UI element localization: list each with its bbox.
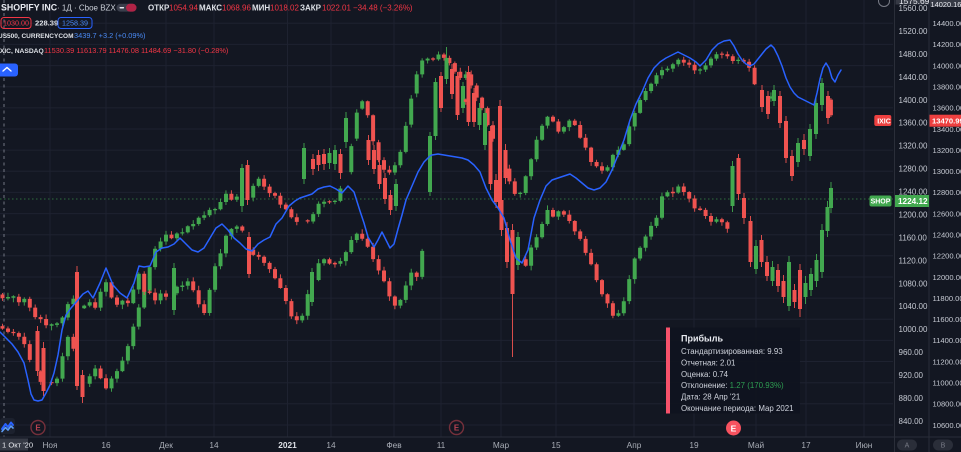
svg-text:А: А [905, 443, 910, 450]
svg-text:Июн: Июн [856, 440, 873, 450]
svg-text:12400.00: 12400.00 [933, 231, 961, 240]
svg-text:Май: Май [748, 440, 765, 450]
svg-text:1040.00: 1040.00 [899, 302, 928, 311]
svg-text:920.00: 920.00 [899, 371, 924, 380]
svg-text:14400.00: 14400.00 [933, 19, 961, 28]
svg-text:840.00: 840.00 [899, 417, 924, 426]
svg-text:1400.00: 1400.00 [899, 96, 928, 105]
svg-text:Окончание периода: Мар 2021: Окончание периода: Мар 2021 [681, 404, 794, 413]
svg-text:1320.00: 1320.00 [899, 142, 928, 151]
svg-text:1224.12: 1224.12 [898, 197, 928, 206]
svg-text:ЗАКР: ЗАКР [300, 4, 322, 13]
svg-text:IXIC: IXIC [877, 119, 891, 126]
svg-text:10600.00: 10600.00 [933, 421, 961, 430]
svg-text:Мар: Мар [493, 440, 510, 450]
svg-text:12800.00: 12800.00 [933, 188, 961, 197]
svg-text:1560.00: 1560.00 [899, 4, 928, 13]
svg-text:3439.7 +3.2 (+0.09%): 3439.7 +3.2 (+0.09%) [74, 31, 146, 40]
svg-text:13400.00: 13400.00 [933, 125, 961, 134]
svg-text:1030.00: 1030.00 [3, 19, 29, 28]
svg-text:1054.94: 1054.94 [169, 4, 198, 13]
svg-text:15: 15 [551, 440, 561, 450]
svg-text:1200.00: 1200.00 [899, 211, 928, 220]
svg-text:16: 16 [101, 440, 111, 450]
svg-text:SHOPIFY INC: SHOPIFY INC [1, 3, 58, 13]
svg-text:Апр: Апр [627, 440, 642, 450]
svg-text:1240.00: 1240.00 [899, 188, 928, 197]
svg-text:17: 17 [801, 440, 811, 450]
svg-text:11800.00: 11800.00 [933, 294, 961, 303]
svg-text:1520.00: 1520.00 [899, 27, 928, 36]
svg-text:14200.00: 14200.00 [933, 40, 961, 49]
svg-text:1120.00: 1120.00 [899, 256, 928, 265]
svg-text:1360.00: 1360.00 [899, 119, 928, 128]
svg-text:E: E [731, 423, 737, 433]
svg-text:14000.00: 14000.00 [933, 61, 961, 70]
svg-text:1018.02: 1018.02 [270, 4, 299, 13]
svg-text:1480.00: 1480.00 [899, 50, 928, 59]
svg-text:IXIC, NASDAQ: IXIC, NASDAQ [0, 48, 44, 55]
svg-text:960.00: 960.00 [899, 348, 924, 357]
svg-text:Отклонение: 1.27 (170.93%): Отклонение: 1.27 (170.93%) [681, 381, 784, 390]
svg-text:11530.39 11613.79 11476.08 114: 11530.39 11613.79 11476.08 11484.69 −31.… [44, 46, 228, 55]
svg-text:E: E [35, 424, 41, 433]
svg-text:E: E [454, 424, 460, 433]
svg-text:11600.00: 11600.00 [933, 315, 961, 324]
svg-text:1280.00: 1280.00 [899, 165, 928, 174]
svg-text:14: 14 [209, 440, 219, 450]
svg-text:1575.69: 1575.69 [899, 0, 930, 6]
svg-text:Прибыль: Прибыль [681, 334, 723, 344]
svg-text:13800.00: 13800.00 [933, 83, 961, 92]
svg-text:МИН: МИН [252, 4, 270, 13]
svg-text:13000.00: 13000.00 [933, 167, 961, 176]
svg-text:2021: 2021 [278, 440, 297, 450]
svg-text:14020.16: 14020.16 [931, 0, 961, 9]
svg-text:1000.00: 1000.00 [899, 325, 928, 334]
svg-text:10800.00: 10800.00 [933, 400, 961, 409]
svg-text:12200.00: 12200.00 [933, 252, 961, 261]
svg-text:12000.00: 12000.00 [933, 273, 961, 282]
svg-text:13600.00: 13600.00 [933, 104, 961, 113]
svg-text:1080.00: 1080.00 [899, 279, 928, 288]
svg-text:14: 14 [326, 440, 336, 450]
svg-text:880.00: 880.00 [899, 394, 924, 403]
svg-text:МАКС: МАКС [199, 4, 222, 13]
svg-text:1022.01: 1022.01 [322, 4, 351, 13]
svg-text:Дата: 28 Апр '21: Дата: 28 Апр '21 [681, 393, 740, 402]
svg-text:13470.99: 13470.99 [932, 117, 961, 126]
svg-text:11200.00: 11200.00 [933, 357, 961, 366]
svg-text:12600.00: 12600.00 [933, 209, 961, 218]
svg-text:В: В [941, 443, 946, 450]
svg-text:13200.00: 13200.00 [933, 146, 961, 155]
svg-text:1 Окт '20: 1 Окт '20 [2, 441, 33, 450]
svg-text:ОТКР: ОТКР [148, 4, 170, 13]
svg-text:19: 19 [689, 440, 699, 450]
svg-text:11: 11 [437, 440, 446, 450]
svg-text:Стандартизированная: 9.93: Стандартизированная: 9.93 [681, 347, 783, 356]
svg-text:1160.00: 1160.00 [899, 233, 928, 242]
svg-text:1068.96: 1068.96 [222, 4, 251, 13]
svg-text:11000.00: 11000.00 [933, 379, 961, 388]
svg-text:· 1Д · Cboe BZX: · 1Д · Cboe BZX [57, 4, 116, 13]
svg-text:−34.48 (−3.26%): −34.48 (−3.26%) [353, 4, 413, 13]
svg-text:Оценка: 0.74: Оценка: 0.74 [681, 370, 729, 379]
svg-text:US500, CURRENCYCOM: US500, CURRENCYCOM [0, 33, 74, 40]
svg-text:Фев: Фев [386, 440, 402, 450]
svg-text:11400.00: 11400.00 [933, 336, 961, 345]
svg-text:Дек: Дек [159, 440, 173, 450]
svg-text:1258.39: 1258.39 [62, 19, 88, 28]
svg-text:SHOP: SHOP [871, 199, 891, 206]
svg-text:228.39: 228.39 [35, 19, 58, 28]
svg-text:Отчетная: 2.01: Отчетная: 2.01 [681, 358, 735, 367]
svg-text:1440.00: 1440.00 [899, 73, 928, 82]
svg-text:Ноя: Ноя [42, 440, 57, 450]
